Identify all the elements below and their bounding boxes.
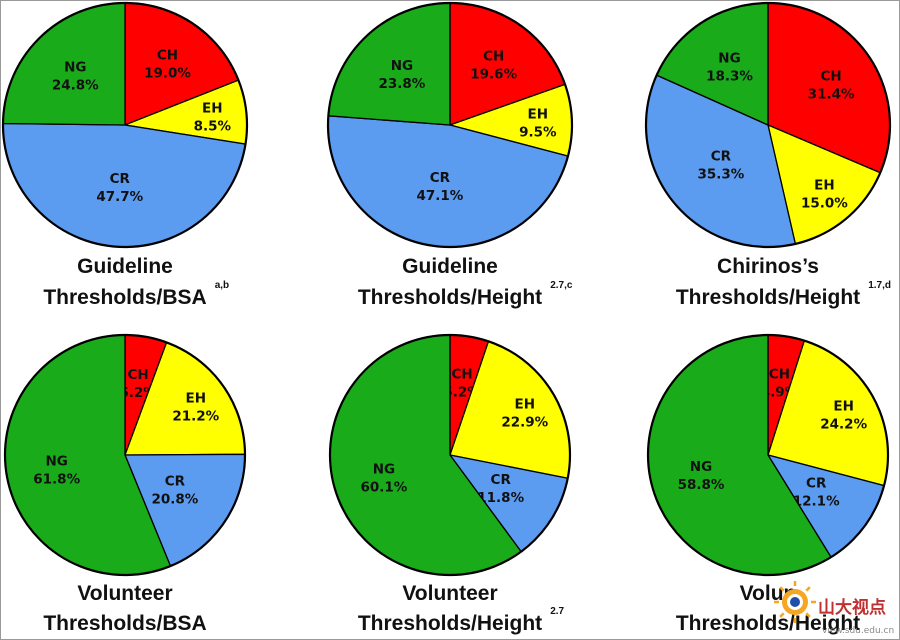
pie-outline <box>646 333 890 577</box>
slice-label-ch: CH <box>451 367 472 383</box>
pie-outline <box>1 1 249 249</box>
slice-label-cr: CR <box>430 170 451 186</box>
slice-value-eh: 15.0% <box>801 195 848 211</box>
chart-caption-line-1: Chirinos’s <box>717 255 819 278</box>
slice-label-eh: EH <box>515 397 536 413</box>
slice-value-cr: 12.1% <box>793 494 840 510</box>
caption-superscript: a,b <box>215 280 229 291</box>
slice-label-eh: EH <box>528 106 549 122</box>
slice-value-ng: 60.1% <box>360 480 407 496</box>
slice-value-cr: 11.8% <box>477 490 524 506</box>
slice-label-cr: CR <box>110 171 131 187</box>
slice-label-cr: CR <box>711 149 732 165</box>
slice-value-eh: 22.9% <box>501 415 548 431</box>
pie-outline <box>326 1 574 249</box>
slice-label-ch: CH <box>127 367 148 383</box>
pie-chart-1: CH 19.0% EH 8.5% CR 47.7% NG 24.8% Guideline Thre… <box>1 1 249 309</box>
watermark-text: 山大视点 <box>818 597 886 618</box>
slice-value-ng: 18.3% <box>706 69 753 85</box>
chart-caption-line-2: Thresholds/BSA <box>43 612 206 635</box>
slice-label-cr: CR <box>491 472 512 488</box>
slice-label-ng: NG <box>690 459 712 475</box>
slice-label-ch: CH <box>157 47 178 63</box>
chart-caption-line-1: Guideline <box>77 255 173 278</box>
chart-caption-line-2: Thresholds/Height <box>358 612 542 635</box>
slice-value-ng: 24.8% <box>52 78 99 94</box>
chart-caption-line-2: Thresholds/Height <box>676 612 860 635</box>
chart-caption-line-1: Volunteer <box>77 582 172 605</box>
watermark: 山大视点 view.sdu.edu.cn <box>774 581 894 636</box>
slice-value-cr: 47.1% <box>416 188 463 204</box>
watermark-url: view.sdu.edu.cn <box>822 626 894 636</box>
slice-value-eh: 21.2% <box>172 408 219 424</box>
slice-value-ng: 23.8% <box>378 76 425 92</box>
slice-label-eh: EH <box>814 177 835 193</box>
slice-label-ng: NG <box>46 453 68 469</box>
slice-value-eh: 8.5% <box>194 118 232 134</box>
slice-value-ch: 19.6% <box>470 66 517 82</box>
slice-value-cr: 20.8% <box>151 491 198 507</box>
slice-value-eh: 24.2% <box>820 416 867 432</box>
slice-label-eh: EH <box>833 398 854 414</box>
pie-chart-5: CH5.2%EH22.9%CR11.8%NG60.1%VolunteerThre… <box>328 333 572 635</box>
slice-value-ch: 31.4% <box>808 86 855 102</box>
caption-superscript: 2.7 <box>550 606 564 617</box>
slice-value-ch: 19.0% <box>144 65 191 81</box>
pie-outline <box>328 333 572 577</box>
slice-label-cr: CR <box>806 476 827 492</box>
pie-chart-3: CH 31.4% EH 15.0% CR 35.3% NG 18.3% Chirinos’s Th… <box>644 1 892 309</box>
pie-outline <box>644 1 892 249</box>
slice-value-cr: 35.3% <box>697 167 744 183</box>
slice-label-ng: NG <box>391 58 413 74</box>
slice-label-ng: NG <box>64 60 86 76</box>
chart-caption-line-2: Thresholds/BSA <box>43 286 206 309</box>
pie-slice-ng <box>327 2 451 126</box>
caption-superscript: 2.7,c <box>550 280 573 291</box>
slice-label-ng: NG <box>373 462 395 478</box>
slice-label-ng: NG <box>718 51 740 67</box>
slice-label-eh: EH <box>202 100 223 116</box>
chart-caption-line-2: Thresholds/Height <box>676 286 860 309</box>
pie-chart-2: CH 19.6% EH 9.5% CR 47.1% NG 23.8% Guideline Thre… <box>326 1 574 309</box>
slice-label-cr: CR <box>165 473 186 489</box>
slice-value-cr: 47.7% <box>96 189 143 205</box>
slice-value-ng: 61.8% <box>33 471 80 487</box>
slice-label-eh: EH <box>186 390 207 406</box>
slice-label-ch: CH <box>483 48 504 64</box>
slice-value-eh: 9.5% <box>519 124 557 140</box>
slice-label-ch: CH <box>820 68 841 84</box>
pie-chart-6: CH4.9%EH24.2%CR12.1%NG58.8%VolunThreshol… <box>646 333 890 635</box>
watermark-sun-icon <box>774 581 816 623</box>
slice-value-ng: 58.8% <box>678 477 725 493</box>
pie-outline <box>3 333 247 577</box>
slice-label-ch: CH <box>769 367 790 383</box>
chart-caption-line-1: Volunteer <box>402 582 497 605</box>
chart-caption-line-2: Thresholds/Height <box>358 286 542 309</box>
caption-superscript: 1.7,d <box>868 280 891 291</box>
chart-caption-line-1: Guideline <box>402 255 498 278</box>
pie-chart-4: CH6.2% EH21.2%CR20.8%NG61.8%VolunteerThre… <box>3 333 247 635</box>
